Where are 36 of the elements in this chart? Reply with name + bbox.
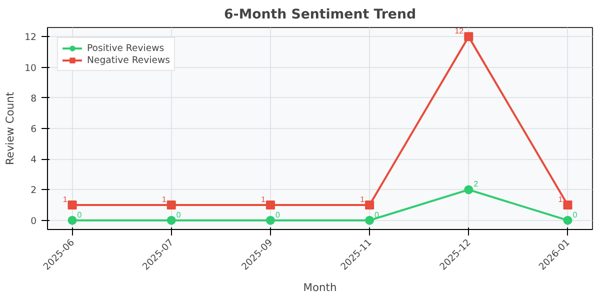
data-label: 0	[275, 210, 280, 220]
data-label: 0	[176, 210, 182, 220]
y-tick-label: 0	[30, 216, 37, 227]
point	[464, 185, 474, 194]
data-label: 0	[374, 210, 380, 220]
data-label: 12	[454, 26, 464, 36]
data-label: 0	[77, 210, 82, 220]
y-axis-title: Review Count	[4, 92, 17, 166]
point	[563, 216, 572, 225]
data-label: 1	[558, 195, 564, 204]
chart-title: 6-Month Sentiment Trend	[224, 8, 416, 22]
data-label: 1	[360, 195, 366, 204]
y-tick-label: 12	[24, 32, 37, 44]
y-tick-label: 8	[30, 93, 37, 104]
data-label: 1	[261, 195, 266, 204]
point	[365, 216, 374, 225]
point	[166, 216, 176, 225]
data-label: 1	[162, 195, 167, 204]
y-tick-label: 4	[30, 154, 37, 166]
legend-label: Negative Reviews	[87, 54, 170, 66]
point	[68, 216, 77, 225]
point	[266, 200, 275, 210]
data-label: 1	[62, 195, 68, 204]
point	[365, 200, 374, 210]
point	[166, 200, 176, 210]
y-tick-label: 10	[24, 62, 37, 74]
point	[563, 200, 572, 210]
legend-label: Positive Reviews	[87, 42, 164, 54]
y-tick-label: 2	[30, 185, 37, 196]
y-tick-label: 6	[30, 124, 37, 135]
data-label: 0	[572, 210, 578, 220]
data-label: 2	[474, 180, 479, 189]
x-axis-title: Month	[303, 281, 337, 294]
point	[464, 32, 474, 42]
point	[266, 216, 275, 225]
point	[68, 200, 77, 210]
